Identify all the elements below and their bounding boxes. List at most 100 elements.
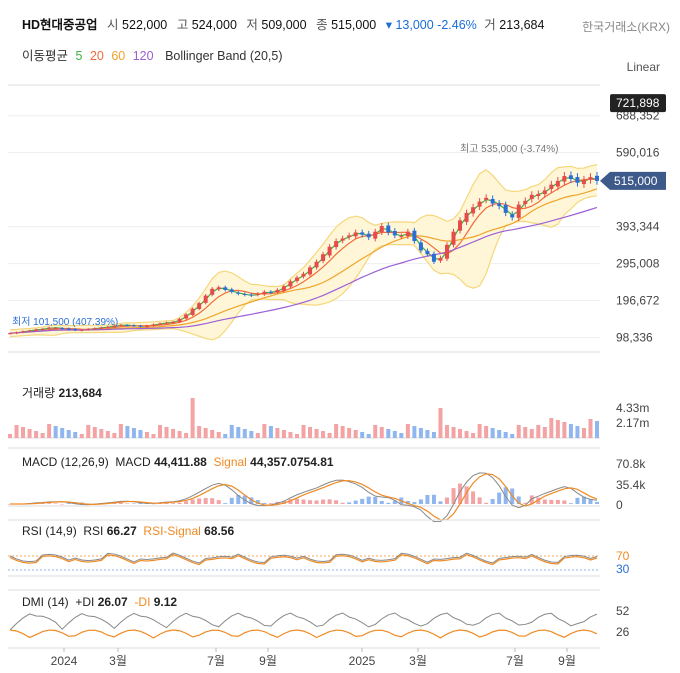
volume-bar <box>458 429 463 438</box>
close-label: 종 <box>316 18 328 32</box>
volume-bars <box>8 398 599 438</box>
candle <box>405 231 410 237</box>
current-price-tag <box>600 171 666 190</box>
change-value: ▾ 13,000 -2.46% <box>385 18 477 32</box>
candle <box>99 327 104 329</box>
macd-hist-bar <box>171 503 176 504</box>
macd-hist-bar <box>151 503 156 505</box>
macd-hist-bar <box>568 503 573 504</box>
candle <box>60 328 65 330</box>
macd-hist-bar <box>314 500 319 504</box>
candle <box>347 235 352 238</box>
volume-bar <box>105 431 110 438</box>
volume-bar <box>86 425 91 438</box>
volume-bar <box>438 408 443 438</box>
macd-line <box>10 472 598 523</box>
scale-mode-toggle[interactable]: Linear <box>626 60 660 74</box>
macd-hist-bar <box>412 502 417 504</box>
candle <box>340 238 345 241</box>
candle <box>197 303 202 309</box>
candle <box>353 232 358 237</box>
volume-bar <box>549 418 554 438</box>
moving-average-legend[interactable]: 이동평균 5 20 60 120 Bollinger Band (20,5) <box>22 45 287 64</box>
candle <box>73 328 78 331</box>
candles <box>8 171 599 335</box>
volume-bar <box>79 434 84 438</box>
macd-hist-bar <box>340 502 345 504</box>
dmi-panel-title: DMI (14) +DI 26.07 -DI 9.12 <box>22 595 177 609</box>
volume-bar <box>73 432 78 438</box>
macd-hist-bar <box>458 483 463 504</box>
rsi-title: RSI (14,9) <box>22 524 77 538</box>
volume-bar <box>425 430 430 438</box>
volume-bar <box>418 428 423 438</box>
volume-bar <box>386 429 391 438</box>
candle <box>210 288 215 295</box>
volume-bar <box>118 424 123 438</box>
candle <box>47 327 52 329</box>
macd-hist-bar <box>249 497 254 504</box>
macd-hist-bar <box>418 499 423 504</box>
candle <box>484 197 489 200</box>
candle <box>444 244 449 259</box>
candle <box>177 318 182 322</box>
macd-panel-title: MACD (12,26,9) MACD 44,411.88 Signal 44,… <box>22 455 334 469</box>
candle <box>497 203 502 207</box>
macd-hist-bar <box>288 499 293 504</box>
macd-hist-bar <box>366 496 371 504</box>
macd-hist-bar <box>66 503 71 504</box>
ma-60: 60 <box>111 49 126 63</box>
volume-bar <box>216 432 221 438</box>
stock-header: HD현대중공업 시 522,000 고 524,000 저 509,000 종 … <box>22 14 550 33</box>
macd-hist-bar <box>471 491 476 504</box>
candle <box>562 176 567 182</box>
volume-bar <box>47 424 52 438</box>
volume-bar <box>581 428 586 438</box>
volume-bar <box>203 428 208 438</box>
x-tick-label: 9월 <box>259 654 277 668</box>
candle <box>53 327 58 329</box>
candle <box>275 289 280 293</box>
candle <box>327 246 332 256</box>
x-tick-label: 7월 <box>506 654 524 668</box>
candle <box>8 333 12 335</box>
volume-bar <box>255 433 260 438</box>
volume-last: 213,684 <box>58 386 102 400</box>
candle <box>555 180 560 187</box>
macd-hist-bar <box>581 496 586 504</box>
candle <box>308 267 313 275</box>
volume-bar <box>294 434 299 438</box>
volume-bar <box>53 426 58 438</box>
volume-bar <box>314 429 319 438</box>
bollinger-band-fill <box>10 164 597 340</box>
pdi-last: 26.07 <box>97 595 128 609</box>
volume-bar <box>301 425 306 438</box>
ma-5: 5 <box>75 49 83 63</box>
candle <box>144 325 149 327</box>
max-price-tag <box>610 94 666 113</box>
candle <box>105 326 110 328</box>
rsi-last: 66.27 <box>106 524 137 538</box>
candle <box>366 233 371 238</box>
candle <box>581 179 586 185</box>
macd-hist-bar <box>268 503 273 504</box>
volume-bar <box>334 424 339 438</box>
volume-bar <box>131 428 136 438</box>
y-tick-label: 590,016 <box>616 146 660 160</box>
candle <box>510 214 515 218</box>
volume-bar <box>523 427 528 438</box>
rsi-line <box>9 552 598 564</box>
volume-bar <box>562 422 567 438</box>
dmi-tick: 26 <box>616 625 630 639</box>
volume-bar <box>366 434 371 438</box>
volume-bar <box>60 428 65 438</box>
high-annotation: 최고 535,000 (-3.74%) <box>460 143 558 155</box>
macd-hist-bar <box>555 499 560 504</box>
volume-bar <box>340 426 345 438</box>
macd-hist-bar <box>477 497 482 504</box>
macd-hist-bar <box>464 486 469 504</box>
volume-bar <box>177 431 182 438</box>
volume-bar <box>529 429 534 438</box>
macd-hist-bar <box>575 497 580 504</box>
